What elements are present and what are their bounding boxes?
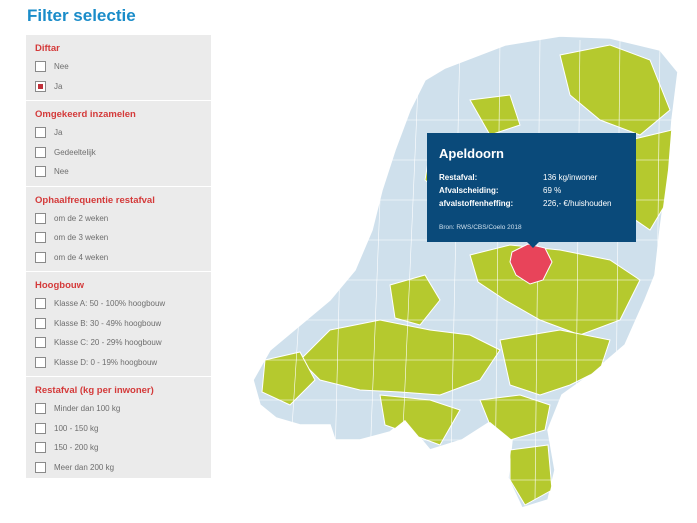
section-title: Diftar <box>35 43 60 54</box>
tooltip-row: afvalstoffenheffing: 226,- €/huishouden <box>439 199 612 208</box>
tooltip-value: 136 kg/inwoner <box>543 173 598 182</box>
municipality-region[interactable] <box>559 44 671 136</box>
tooltip-pointer <box>527 242 539 248</box>
municipality-region[interactable] <box>261 351 316 406</box>
checkbox[interactable] <box>35 461 46 473</box>
checkbox[interactable] <box>35 146 46 158</box>
checkbox[interactable] <box>35 442 46 454</box>
section-title: Ophaalfrequentie restafval <box>35 194 155 206</box>
filter-option[interactable]: om de 3 weken <box>26 228 211 248</box>
filter-option[interactable]: Nee <box>26 162 211 182</box>
filter-option[interactable]: Ja <box>26 77 211 97</box>
filter-option[interactable]: Klasse D: 0 - 19% hoogbouw <box>26 353 211 373</box>
municipality-region[interactable] <box>389 274 441 326</box>
option-label: om de 3 weken <box>54 233 109 243</box>
filter-option[interactable]: 150 - 200 kg <box>26 438 211 458</box>
option-label: Meer dan 200 kg <box>54 462 115 472</box>
filter-section-restafval: Restafval (kg per inwoner) Minder dan 10… <box>26 377 211 481</box>
filter-option[interactable]: Klasse A: 50 - 100% hoogbouw <box>26 294 211 314</box>
municipality-region[interactable] <box>509 444 553 506</box>
filter-option[interactable]: om de 2 weken <box>26 209 211 229</box>
tooltip-key: Restafval: <box>439 173 478 182</box>
tooltip-key: Afvalscheiding: <box>439 186 499 195</box>
section-title: Hoogbouw <box>35 280 85 291</box>
checkbox[interactable] <box>35 403 46 415</box>
tooltip-value: 69 % <box>543 186 562 195</box>
option-label: Klasse C: 20 - 29% hoogbouw <box>54 338 162 348</box>
option-label: Klasse A: 50 - 100% hoogbouw <box>54 299 166 309</box>
option-label: Ja <box>54 128 63 138</box>
option-label: Klasse D: 0 - 19% hoogbouw <box>54 357 158 367</box>
municipality-region[interactable] <box>299 319 501 396</box>
tooltip-row: Afvalscheiding: 69 % <box>439 186 561 195</box>
municipality-region[interactable] <box>499 329 611 396</box>
option-label: Nee <box>54 167 69 177</box>
filter-option[interactable]: Klasse C: 20 - 29% hoogbouw <box>26 333 211 353</box>
tooltip-source: Bron: RWS/CBS/Coelo 2018 <box>439 224 522 231</box>
municipality-tooltip: Apeldoorn Restafval: 136 kg/inwoner Afval… <box>427 133 636 242</box>
checkbox[interactable] <box>35 232 46 244</box>
netherlands-map[interactable] <box>250 35 690 520</box>
filter-panel: Diftar Nee Ja Omgekeerd inzamelen Ja Ged… <box>26 35 211 478</box>
option-label: Klasse B: 30 - 49% hoogbouw <box>54 318 162 328</box>
page-title: Filter selectie <box>27 6 136 25</box>
checkbox[interactable] <box>35 422 46 434</box>
checkbox[interactable] <box>35 317 46 329</box>
filter-option[interactable]: Ja <box>26 123 211 143</box>
checkbox[interactable] <box>35 298 46 310</box>
checkbox-checked[interactable] <box>35 80 46 92</box>
checkbox[interactable] <box>35 356 46 368</box>
option-label: om de 4 weken <box>54 252 109 262</box>
filter-option[interactable]: Meer dan 200 kg <box>26 458 211 478</box>
tooltip-row: Restafval: 136 kg/inwoner <box>439 173 597 182</box>
filter-section-hoogbouw: Hoogbouw Klasse A: 50 - 100% hoogbouw Kl… <box>26 272 211 377</box>
option-label: Minder dan 100 kg <box>54 404 121 414</box>
filter-option[interactable]: Nee <box>26 57 211 77</box>
checkbox[interactable] <box>35 127 46 139</box>
option-label: om de 2 weken <box>54 213 109 223</box>
filter-option[interactable]: Gedeeltelijk <box>26 143 211 163</box>
option-label: 150 - 200 kg <box>54 443 99 453</box>
filter-section-diftar: Diftar Nee Ja <box>26 35 211 101</box>
checkbox[interactable] <box>35 212 46 224</box>
tooltip-key: afvalstoffenheffing: <box>439 199 514 208</box>
option-label: Gedeeltelijk <box>54 147 96 157</box>
section-title: Omgekeerd inzamelen <box>35 109 136 120</box>
section-title: Restafval (kg per inwoner) <box>35 385 154 396</box>
checkbox[interactable] <box>35 251 46 263</box>
filter-option[interactable]: om de 4 weken <box>26 248 211 268</box>
option-label: 100 - 150 kg <box>54 423 99 433</box>
municipality-region[interactable] <box>469 94 521 136</box>
checkbox[interactable] <box>35 61 46 73</box>
filter-section-omgekeerd: Omgekeerd inzamelen Ja Gedeeltelijk Nee <box>26 101 211 187</box>
filter-option[interactable]: 100 - 150 kg <box>26 419 211 439</box>
checkbox[interactable] <box>35 166 46 178</box>
filter-option[interactable]: Klasse B: 30 - 49% hoogbouw <box>26 314 211 334</box>
checkbox[interactable] <box>35 337 46 349</box>
filter-section-ophaalfrequentie: Ophaalfrequentie restafval om de 2 weken… <box>26 187 211 272</box>
tooltip-title: Apeldoorn <box>439 146 504 161</box>
option-label: Ja <box>54 81 63 91</box>
tooltip-value: 226,- €/huishouden <box>543 199 612 208</box>
filter-option[interactable]: Minder dan 100 kg <box>26 399 211 419</box>
option-label: Nee <box>54 62 69 72</box>
